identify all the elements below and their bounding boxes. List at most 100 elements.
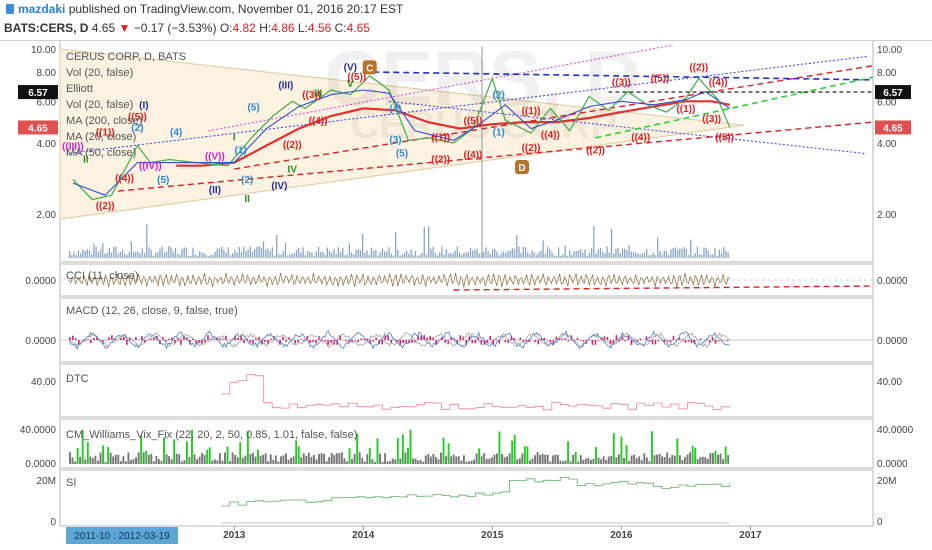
vixfix-tick-top-left: 40.0000: [20, 425, 57, 436]
wave-label: ((3)): [702, 114, 721, 125]
macd-histogram-bar: [651, 340, 654, 345]
volume-bar: [168, 246, 170, 258]
macd-histogram-bar: [555, 336, 558, 340]
macd-histogram-bar: [645, 336, 648, 340]
macd-histogram-bar: [711, 336, 714, 340]
macd-histogram-bar: [192, 338, 194, 340]
volume-bar: [542, 240, 544, 258]
volume-bar: [75, 255, 77, 258]
vixfix-bar: [668, 457, 671, 464]
macd-histogram-bar: [252, 340, 254, 344]
macd-histogram-bar: [219, 338, 221, 340]
volume-bar: [549, 248, 551, 258]
volume-bar: [148, 247, 150, 258]
high-value: 4.86: [271, 21, 295, 35]
volume-bar: [635, 252, 637, 258]
macd-histogram-bar: [180, 340, 182, 345]
tradingview-logo-icon: [6, 4, 14, 14]
macd-histogram-bar: [177, 337, 179, 340]
dtc-title: DTC: [66, 373, 89, 385]
author-link[interactable]: mazdaki: [18, 2, 66, 16]
vixfix-bar: [445, 456, 448, 464]
symbol-name: BATS:CERS, D: [4, 21, 89, 35]
vixfix-bar: [432, 453, 435, 464]
vixfix-bar: [394, 459, 397, 464]
volume-bar: [564, 246, 566, 258]
wave-label: V: [347, 79, 354, 90]
wave-label: (V): [344, 63, 357, 74]
vixfix-bar: [595, 447, 597, 464]
macd-histogram-bar: [726, 340, 729, 342]
volume-bar: [359, 250, 362, 258]
vixfix-bar: [539, 454, 542, 464]
vixfix-bar: [483, 453, 486, 464]
macd-histogram-bar: [108, 337, 110, 340]
vixfix-bar: [717, 454, 719, 464]
macd-histogram-bar: [450, 337, 453, 340]
volume-bar: [276, 234, 278, 258]
volume-bar: [326, 247, 329, 258]
vixfix-bar: [348, 448, 351, 464]
macd-histogram-bar: [393, 339, 395, 340]
macd-histogram-bar: [402, 340, 404, 343]
volume-bar: [218, 248, 221, 258]
volume-bar: [643, 252, 646, 258]
vixfix-bar: [376, 438, 379, 464]
macd-histogram-bar: [306, 335, 308, 340]
macd-histogram-bar: [414, 340, 417, 343]
vixfix-bar: [208, 447, 211, 464]
level-price-right: 6.57: [883, 88, 903, 99]
vixfix-bar: [269, 454, 272, 464]
volume-bar: [608, 252, 610, 258]
volume-bar: [725, 250, 727, 258]
volume-bar: [159, 248, 161, 258]
volume-bar: [229, 255, 232, 258]
vixfix-bar: [109, 452, 112, 464]
macd-histogram-bar: [669, 340, 672, 343]
vixfix-bar: [132, 459, 135, 464]
vixfix-bar: [676, 438, 679, 464]
volume-bar: [595, 253, 597, 258]
volume-bar: [117, 253, 119, 258]
volume-bar: [465, 252, 467, 258]
volume-bar: [619, 253, 621, 258]
volume-bar: [313, 255, 315, 258]
macd-histogram-bar: [426, 337, 429, 340]
volume-bar: [690, 239, 692, 258]
macd-histogram-bar: [360, 338, 362, 340]
macd-histogram-bar: [75, 338, 77, 340]
volume-bar: [610, 228, 613, 258]
legend-item: Elliott: [66, 83, 93, 95]
vixfix-bar: [711, 453, 714, 464]
macd-histogram-bar: [246, 338, 248, 340]
x-tick-label: 2013: [223, 530, 246, 541]
macd-histogram-bar: [609, 340, 612, 345]
macd-histogram-bar: [369, 340, 371, 344]
vixfix-bar: [379, 453, 381, 464]
macd-histogram-bar: [162, 336, 164, 340]
vixfix-bar: [183, 460, 186, 464]
macd-histogram-bar: [492, 340, 495, 345]
volume-bar: [425, 254, 428, 258]
down-arrow-icon: ▼: [118, 21, 131, 35]
vixfix-bar: [473, 459, 475, 464]
macd-histogram-bar: [354, 340, 356, 341]
volume-bar: [227, 247, 229, 258]
vixfix-bar: [86, 442, 89, 464]
macd-histogram-bar: [69, 337, 71, 340]
wave-label: ((2)): [586, 146, 605, 157]
volume-bar: [337, 247, 340, 258]
volume-bar: [370, 247, 373, 258]
volume-bar: [220, 246, 223, 258]
volume-bar: [161, 246, 163, 258]
vixfix-bar: [157, 459, 160, 464]
volume-bar: [247, 249, 249, 258]
vixfix-bar: [165, 454, 168, 464]
vixfix-bar: [501, 453, 503, 464]
vixfix-bar: [556, 454, 559, 464]
volume-bar: [350, 252, 353, 258]
vixfix-bar: [152, 461, 155, 464]
vixfix-bar: [358, 452, 361, 464]
macd-histogram-bar: [399, 340, 401, 345]
